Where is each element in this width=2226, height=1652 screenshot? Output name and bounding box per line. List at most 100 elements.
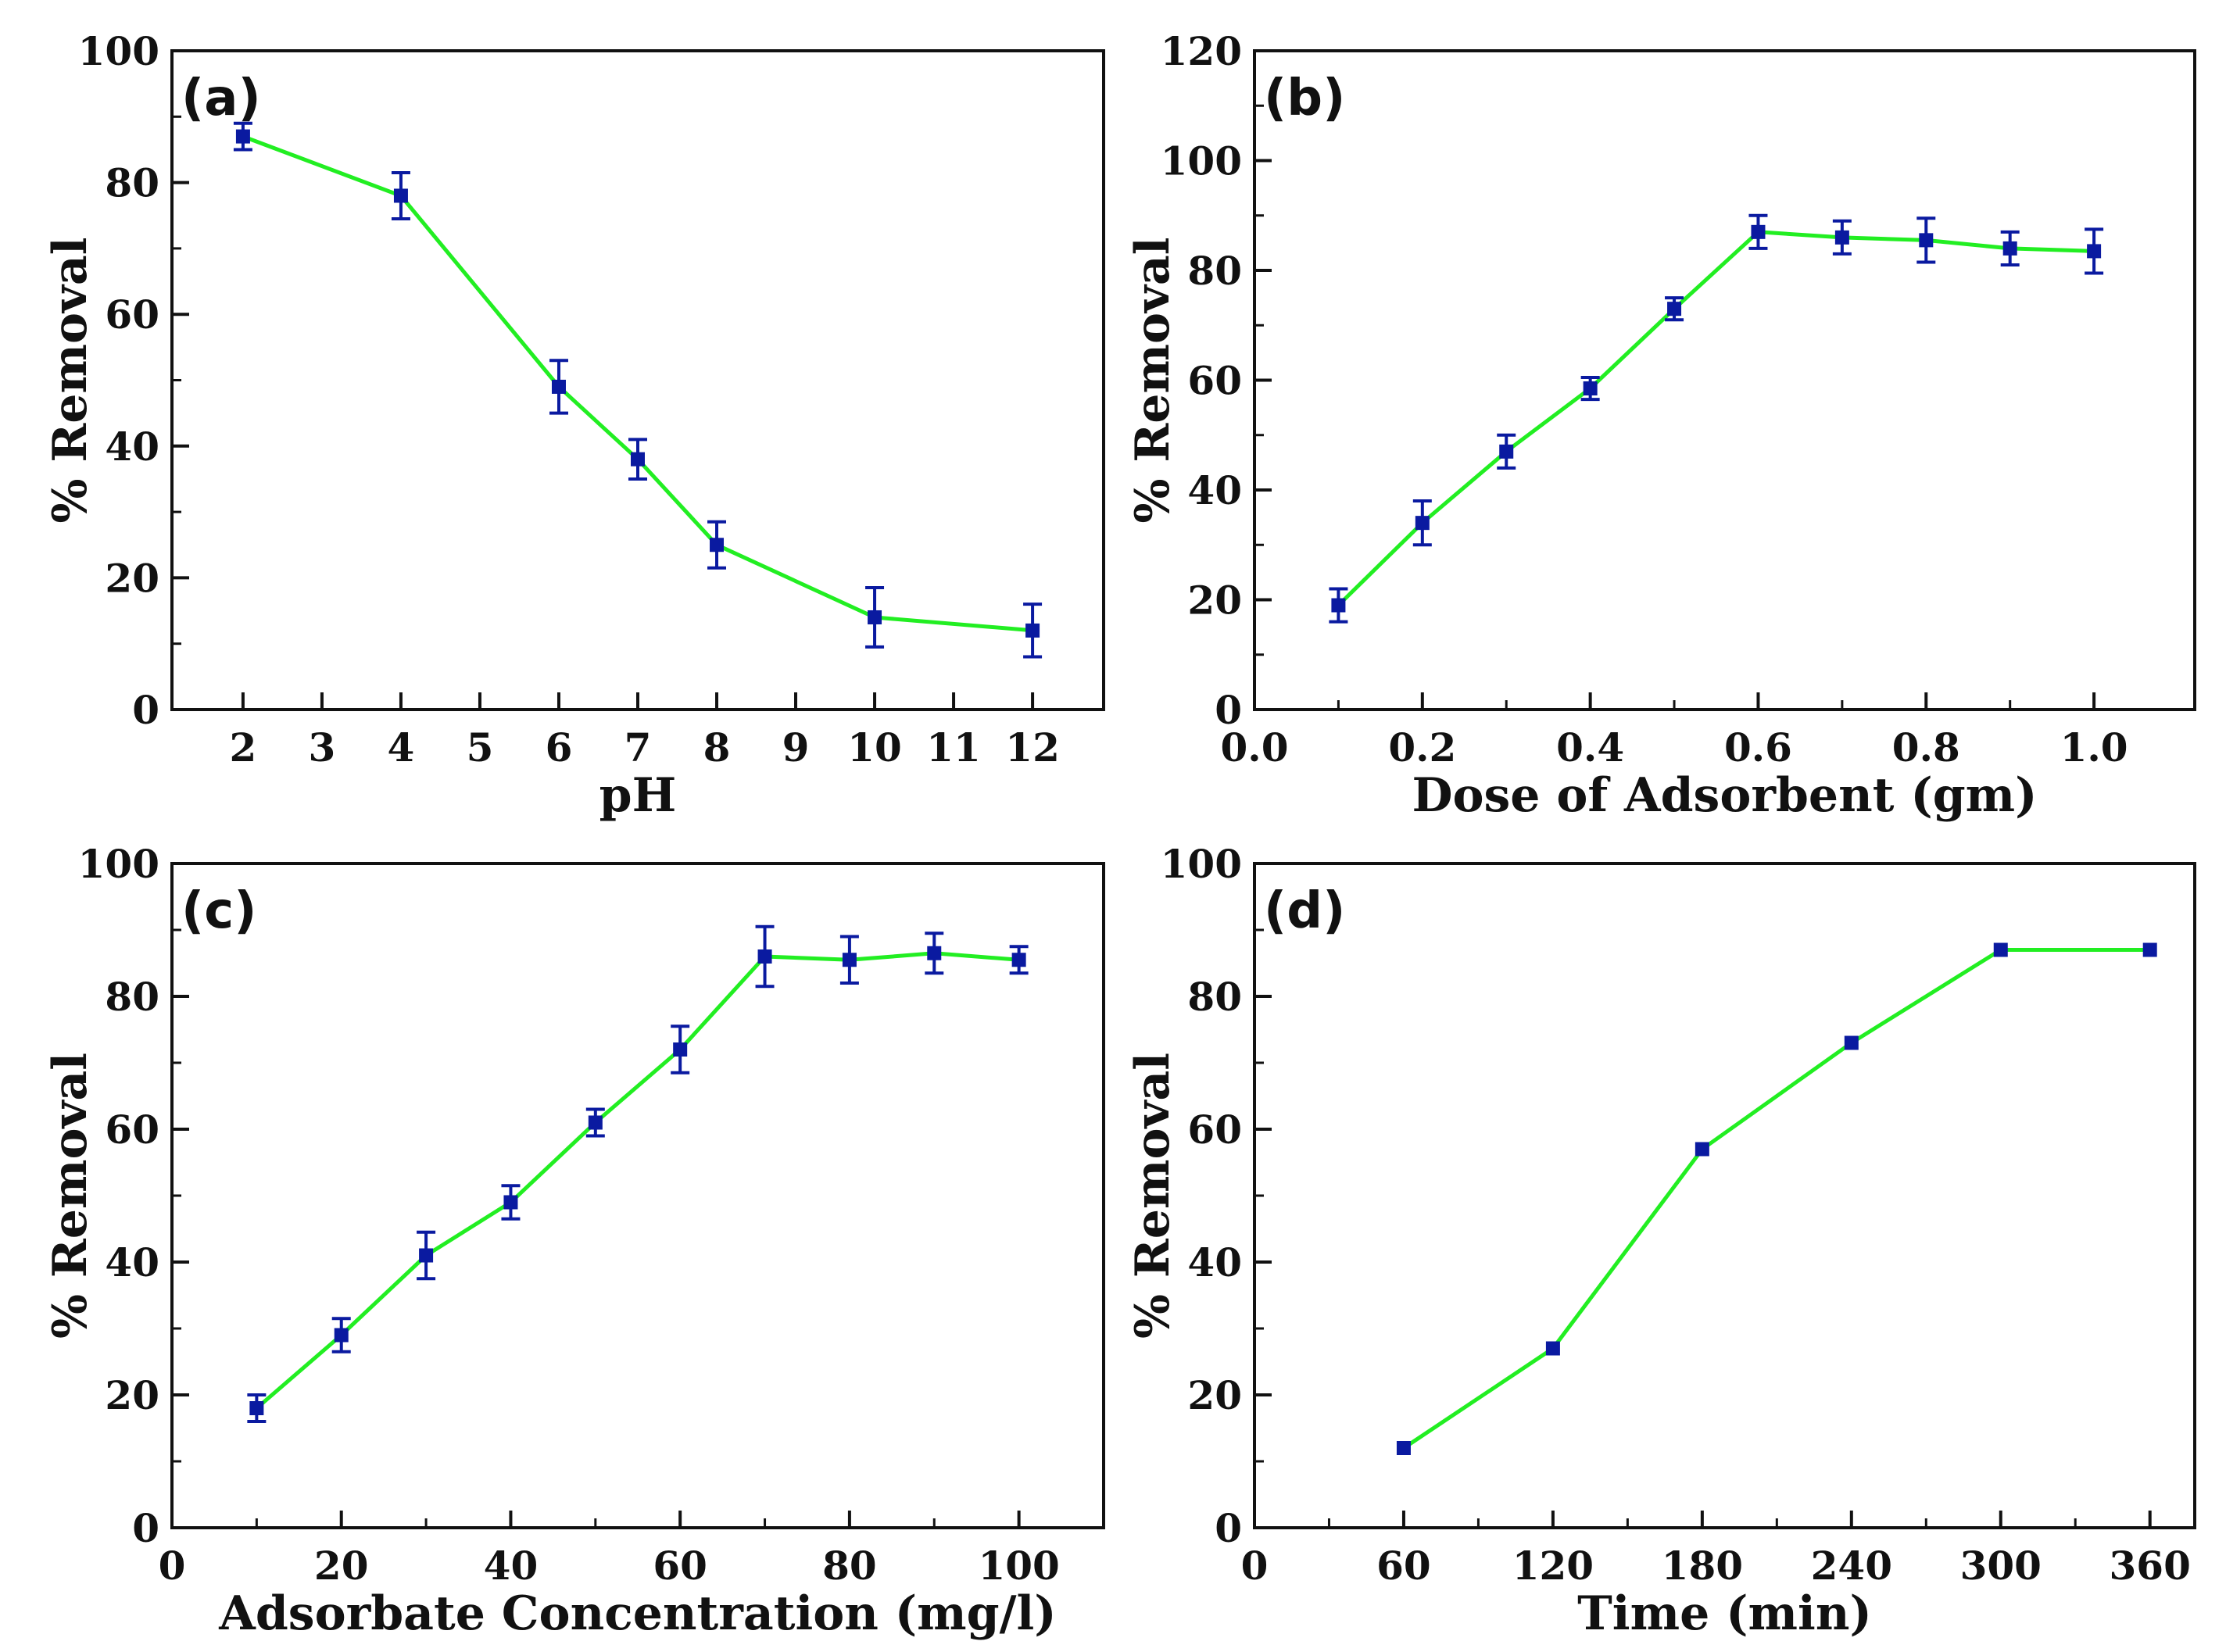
y-tick-label: 80	[105, 160, 159, 206]
data-point	[1396, 1441, 1411, 1455]
data-point	[235, 129, 250, 144]
data-point	[2142, 942, 2157, 957]
data-point	[249, 1401, 264, 1415]
data-point	[1834, 230, 1849, 245]
y-tick-label: 60	[105, 291, 159, 338]
x-tick-label: 11	[926, 724, 981, 771]
y-tick-label: 80	[105, 974, 159, 1020]
panel-label: (c)	[181, 882, 256, 940]
data-point	[1545, 1341, 1560, 1356]
data-point	[1415, 516, 1430, 531]
x-tick-label: 120	[1512, 1543, 1594, 1589]
series-line	[255, 951, 1019, 1410]
x-tick-label: 9	[782, 724, 810, 771]
x-axis-title: pH	[599, 768, 677, 823]
x-tick-label: 2	[230, 724, 257, 771]
x-tick-label: 300	[1960, 1543, 2042, 1589]
panel-label: (d)	[1264, 882, 1345, 940]
x-tick-label: 0	[159, 1543, 186, 1589]
y-tick-label: 40	[105, 424, 159, 470]
panel-label: (b)	[1264, 70, 1345, 127]
x-tick-label: 0.8	[1892, 724, 1960, 771]
data-point	[631, 452, 645, 467]
y-tick-label: 20	[105, 1372, 159, 1418]
data-point	[1499, 444, 1514, 459]
plot-frame	[1253, 862, 2196, 1529]
x-tick-label: 60	[1376, 1543, 1431, 1589]
y-tick-label: 40	[1187, 467, 1242, 513]
x-tick-label: 4	[388, 724, 415, 771]
data-point	[1025, 623, 1040, 638]
chart-panel-b: 0 20 40 60 80 100 120 0.0 0.2 0.4 0.6 0.8 1.0 Dose of…	[1126, 28, 2196, 823]
y-tick-label: 0	[1215, 1505, 1242, 1551]
x-tick-label: 360	[2110, 1543, 2191, 1589]
y-axis-title: % Removal	[43, 1053, 98, 1339]
y-axis-title: % Removal	[1126, 238, 1180, 524]
x-tick-label: 40	[484, 1543, 539, 1589]
data-point	[1667, 302, 1682, 316]
y-tick-label: 120	[1161, 28, 1242, 74]
x-tick-label: 60	[653, 1543, 707, 1589]
data-point	[588, 1115, 603, 1130]
x-tick-label: 8	[703, 724, 731, 771]
data-point	[551, 379, 566, 394]
x-axis-title: Time (min)	[1577, 1586, 1872, 1641]
x-tick-label: 0.0	[1221, 724, 1289, 771]
plot-frame	[1253, 49, 2196, 711]
y-tick-label: 60	[1187, 1107, 1242, 1153]
panel-label: (a)	[181, 70, 261, 127]
x-tick-label: 6	[546, 724, 573, 771]
chart-panel-d: 0 20 40 60 80 100 0 60 120 180 240 300 360 Time (min)…	[1126, 841, 2196, 1641]
y-tick-label: 80	[1187, 974, 1242, 1020]
data-point	[1844, 1035, 1859, 1050]
data-point	[419, 1248, 434, 1263]
y-tick-label: 60	[1187, 358, 1242, 404]
data-point	[1331, 598, 1346, 613]
series-line	[1337, 230, 2095, 607]
data-point	[842, 953, 857, 967]
y-tick-label: 80	[1187, 248, 1242, 294]
y-tick-label: 20	[1187, 1372, 1242, 1418]
y-tick-label: 60	[105, 1107, 159, 1153]
x-tick-label: 0.2	[1388, 724, 1456, 771]
data-point	[927, 946, 942, 960]
data-point	[868, 610, 882, 624]
plot-frame	[170, 49, 1105, 711]
data-point	[673, 1042, 688, 1057]
x-tick-label: 1.0	[2060, 724, 2128, 771]
y-tick-label: 0	[1215, 687, 1242, 733]
data-point	[1993, 942, 2008, 957]
data-point	[334, 1328, 349, 1343]
plot-frame	[170, 862, 1105, 1529]
x-tick-label: 12	[1005, 724, 1060, 771]
data-point	[710, 538, 725, 552]
y-axis-title: % Removal	[43, 238, 98, 524]
x-tick-label: 10	[847, 724, 902, 771]
x-axis-title: Adsorbate Concentration (mg/l)	[218, 1586, 1056, 1641]
x-tick-label: 7	[624, 724, 652, 771]
y-tick-label: 40	[105, 1239, 159, 1285]
data-point	[1011, 953, 1026, 967]
y-tick-label: 40	[1187, 1239, 1242, 1285]
x-tick-label: 20	[314, 1543, 369, 1589]
data-point	[2087, 244, 2102, 259]
data-point	[1751, 224, 1766, 239]
y-tick-label: 20	[1187, 577, 1242, 624]
x-tick-label: 100	[978, 1543, 1059, 1589]
data-point	[1583, 381, 1598, 396]
y-tick-label: 100	[1161, 841, 1242, 887]
data-point	[1695, 1142, 1709, 1157]
series-line	[242, 134, 1033, 633]
y-axis-title: % Removal	[1126, 1053, 1180, 1339]
series-line	[1402, 948, 2150, 1450]
x-axis-title: Dose of Adsorbent (gm)	[1412, 768, 2037, 823]
x-tick-label: 3	[309, 724, 336, 771]
data-point	[757, 949, 772, 964]
data-point	[2002, 241, 2017, 256]
y-tick-label: 100	[78, 28, 159, 74]
y-tick-label: 100	[78, 841, 159, 887]
x-tick-label: 0.6	[1724, 724, 1792, 771]
chart-panel-a: 0 20 40 60 80 100 2 3 4 5 6 7 8 9 10 11 12 pH % Removal (a)	[43, 28, 1105, 823]
